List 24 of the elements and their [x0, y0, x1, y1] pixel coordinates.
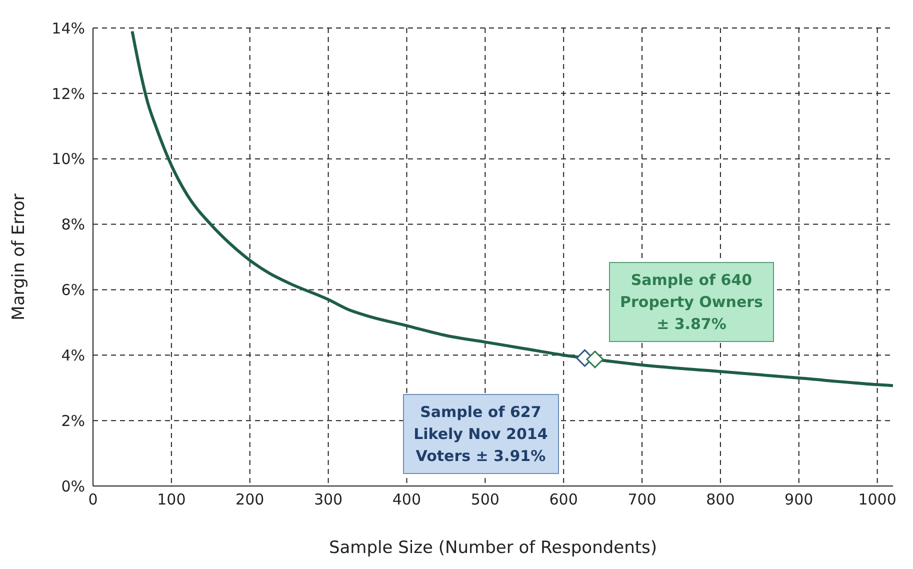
y-axis-title: Margin of Error — [9, 194, 30, 320]
x-tick-label: 900 — [784, 490, 814, 509]
x-axis-title: Sample Size (Number of Respondents) — [328, 538, 658, 558]
x-tick-label: 500 — [470, 490, 500, 509]
y-tick-label: 8% — [61, 216, 85, 234]
x-tick-label: 800 — [706, 490, 735, 509]
line-series — [130, 30, 893, 388]
y-tick-label: 6% — [61, 281, 85, 300]
x-tick-label: 400 — [392, 490, 422, 509]
x-tick-label: 100 — [157, 490, 186, 509]
annotation: Sample of 640 Property Owners ± 3.87% — [620, 270, 763, 335]
y-tick-label: 14% — [52, 19, 85, 38]
x-tick-label: 300 — [314, 490, 343, 509]
x-tick-label: 700 — [628, 490, 656, 509]
x-tick-label: 1000 — [858, 490, 896, 509]
x-tick-label: 600 — [549, 490, 578, 509]
y-tick-label: 2% — [61, 412, 85, 430]
y-tick-label: 10% — [52, 150, 85, 168]
y-tick-label: 12% — [52, 84, 85, 103]
y-tick-label: 0% — [61, 477, 85, 496]
y-tick-label: 4% — [61, 346, 85, 364]
x-tick-label: 200 — [236, 490, 264, 509]
annotation: Sample of 627 Likely Nov 2014 Voters ± 3.91% — [414, 402, 548, 468]
x-tick-label: 0 — [88, 490, 98, 509]
